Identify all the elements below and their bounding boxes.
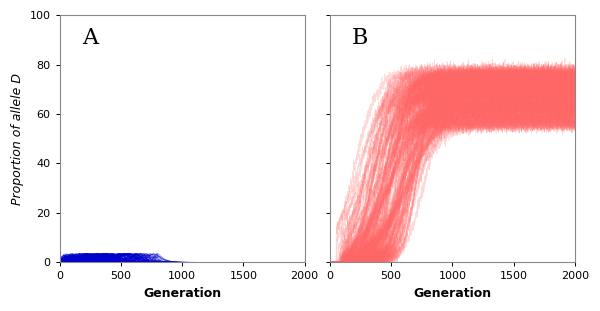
Text: B: B: [352, 27, 368, 49]
X-axis label: Generation: Generation: [413, 287, 491, 300]
Y-axis label: Proportion of allele D: Proportion of allele D: [11, 73, 24, 205]
X-axis label: Generation: Generation: [143, 287, 221, 300]
Text: A: A: [82, 27, 98, 49]
